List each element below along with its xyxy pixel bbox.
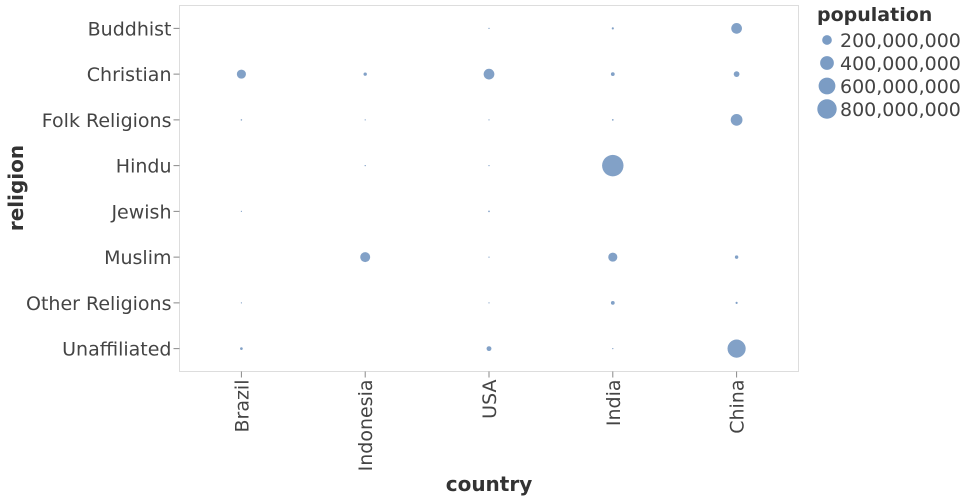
y-tick-label-folk-religions: Folk Religions xyxy=(42,110,172,132)
point-indonesia-christian xyxy=(363,72,367,76)
point-usa-muslim xyxy=(488,256,490,258)
point-china-christian xyxy=(733,71,740,77)
point-usa-folk-religions xyxy=(488,119,490,121)
point-brazil-christian xyxy=(236,69,246,79)
point-india-buddhist xyxy=(611,27,614,30)
point-usa-other-religions xyxy=(488,302,490,304)
y-tick-label-christian: Christian xyxy=(87,64,172,86)
legend-symbol-3 xyxy=(818,77,836,95)
point-india-folk-religions xyxy=(611,119,614,121)
point-china-other-religions xyxy=(735,301,738,304)
point-india-other-religions xyxy=(610,300,615,305)
legend-label-1: 200,000,000 xyxy=(840,30,960,52)
point-china-buddhist xyxy=(731,23,742,34)
point-brazil-unaffiliated xyxy=(240,347,243,350)
y-tick-label-hindu: Hindu xyxy=(116,156,172,178)
legend-label-3: 600,000,000 xyxy=(840,76,960,98)
legend-symbol-1 xyxy=(822,35,832,45)
point-india-hindu xyxy=(602,154,624,177)
legend-title: population xyxy=(817,4,932,26)
x-tick-label-brazil: Brazil xyxy=(231,380,253,433)
y-tick-label-jewish: Jewish xyxy=(110,201,171,223)
legend-symbol-2 xyxy=(820,56,834,70)
x-axis-title: country xyxy=(446,472,533,496)
x-tick-label-india: India xyxy=(603,380,625,427)
point-china-folk-religions xyxy=(730,113,743,126)
plot-frame xyxy=(179,5,799,372)
y-tick-label-other-religions: Other Religions xyxy=(26,293,172,315)
point-brazil-jewish xyxy=(240,210,242,212)
x-axis: Brazil Indonesia USA India China xyxy=(231,371,749,472)
point-usa-unaffiliated xyxy=(486,346,492,352)
point-china-unaffiliated xyxy=(727,339,746,358)
x-tick-label-usa: USA xyxy=(479,380,501,419)
y-axis: Buddhist Christian Folk Religions Hindu Jewi… xyxy=(26,18,180,361)
y-tick-label-muslim: Muslim xyxy=(104,247,171,269)
point-india-christian xyxy=(610,72,615,77)
point-brazil-folk-religions xyxy=(240,119,243,121)
legend-label-4: 800,000,000 xyxy=(840,99,960,121)
size-legend: population 200,000,000400,000,000600,000… xyxy=(817,4,960,121)
y-axis-title: religion xyxy=(4,145,28,231)
point-brazil-other-religions xyxy=(240,302,242,304)
point-indonesia-muslim xyxy=(360,252,371,263)
point-usa-hindu xyxy=(488,165,490,167)
legend-label-2: 400,000,000 xyxy=(840,53,960,75)
point-indonesia-folk-religions xyxy=(364,119,366,121)
data-points xyxy=(236,23,746,358)
point-china-muslim xyxy=(734,255,739,259)
point-indonesia-hindu xyxy=(364,164,366,167)
point-usa-buddhist xyxy=(488,27,490,30)
point-usa-jewish xyxy=(488,210,490,213)
point-india-muslim xyxy=(608,252,618,262)
x-tick-label-indonesia: Indonesia xyxy=(355,380,377,472)
y-tick-label-buddhist: Buddhist xyxy=(88,18,172,40)
y-tick-label-unaffiliated: Unaffiliated xyxy=(62,339,171,361)
point-india-unaffiliated xyxy=(612,348,614,350)
point-usa-christian xyxy=(483,68,495,80)
x-tick-label-china: China xyxy=(727,380,749,434)
legend-symbol-4 xyxy=(817,99,837,119)
